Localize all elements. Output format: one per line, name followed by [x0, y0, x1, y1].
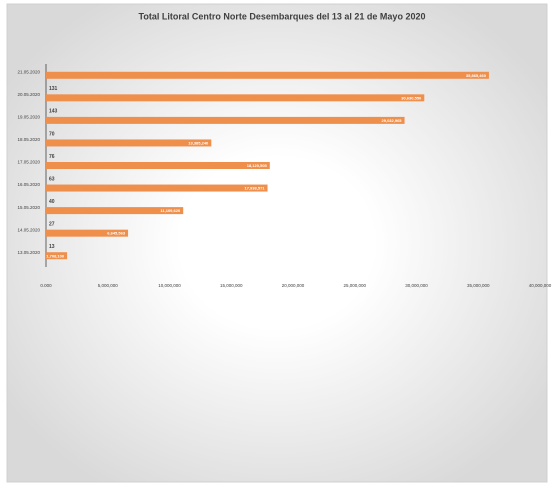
- y-tick-label: 20.05.2020: [17, 92, 40, 97]
- x-tick-label: 0.000: [40, 283, 52, 288]
- value-label: 17,938,571: [245, 186, 266, 191]
- bar: [46, 229, 129, 237]
- count-label: 76: [49, 154, 55, 160]
- value-label: 29,032,965: [382, 118, 403, 123]
- x-tick-label: 10,000,000: [158, 283, 181, 288]
- chart-frame: [6, 3, 548, 483]
- y-tick-label: 17.05.2020: [17, 160, 40, 165]
- chart-title: Total Litoral Centro Norte Desembarques …: [139, 11, 426, 21]
- bar: [46, 116, 405, 124]
- count-label: 70: [49, 131, 55, 137]
- x-tick-label: 35,000,000: [467, 283, 490, 288]
- value-label: 18,120,505: [247, 163, 268, 168]
- bar: [46, 207, 184, 215]
- count-label: 40: [49, 199, 55, 205]
- value-label: 30,630,550: [401, 95, 422, 100]
- bar: [46, 139, 212, 147]
- value-label: 11,109,620: [160, 208, 181, 213]
- count-label: 131: [49, 86, 58, 92]
- bar: [46, 252, 68, 260]
- y-tick-label: 13.05.2020: [17, 250, 40, 255]
- x-tick-label: 20,000,000: [282, 283, 305, 288]
- x-tick-label: 25,000,000: [343, 283, 366, 288]
- y-tick-label: 21.05.2020: [17, 69, 40, 74]
- count-label: 143: [49, 109, 58, 115]
- value-label: 13,385,240: [188, 141, 209, 146]
- y-tick-label: 19.05.2020: [17, 115, 40, 120]
- value-label: 35,865,460: [466, 73, 487, 78]
- bar: [46, 71, 489, 79]
- bar: [46, 184, 268, 192]
- count-label: 63: [49, 176, 55, 182]
- x-tick-label: 5,000,000: [98, 283, 119, 288]
- y-tick-label: 15.05.2020: [17, 205, 40, 210]
- x-tick-label: 15,000,000: [220, 283, 243, 288]
- value-label: 1,708,100: [46, 253, 65, 258]
- bar: [46, 162, 270, 169]
- y-tick-label: 18.05.2020: [17, 137, 40, 142]
- count-label: 27: [49, 221, 55, 227]
- y-tick-label: 14.05.2020: [17, 227, 40, 232]
- count-label: 13: [49, 244, 55, 250]
- x-tick-label: 30,000,000: [405, 283, 428, 288]
- bar: [46, 94, 425, 102]
- value-label: 6,645,563: [107, 231, 126, 236]
- y-tick-label: 16.05.2020: [17, 182, 40, 187]
- x-tick-label: 40,000,000: [529, 283, 552, 288]
